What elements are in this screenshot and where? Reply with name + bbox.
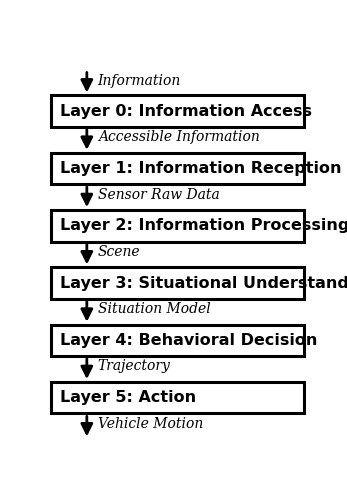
Text: Accessible Information: Accessible Information [98,130,259,144]
FancyBboxPatch shape [51,152,304,184]
Text: Layer 4: Behavioral Decision: Layer 4: Behavioral Decision [60,333,317,348]
FancyBboxPatch shape [51,96,304,127]
FancyBboxPatch shape [51,210,304,242]
FancyBboxPatch shape [51,268,304,299]
Text: Vehicle Motion: Vehicle Motion [98,417,203,431]
Text: Scene: Scene [98,245,140,259]
Text: Layer 1: Information Reception: Layer 1: Information Reception [60,161,341,176]
FancyBboxPatch shape [51,324,304,356]
FancyBboxPatch shape [51,382,304,414]
Text: Information: Information [98,74,181,88]
Text: Sensor Raw Data: Sensor Raw Data [98,188,219,202]
Text: Situation Model: Situation Model [98,302,210,316]
Text: Layer 2: Information Processing: Layer 2: Information Processing [60,218,347,234]
Text: Layer 3: Situational Understanding: Layer 3: Situational Understanding [60,276,347,290]
Text: Layer 5: Action: Layer 5: Action [60,390,196,405]
Text: Layer 0: Information Access: Layer 0: Information Access [60,104,312,118]
Text: Trajectory: Trajectory [98,360,170,374]
